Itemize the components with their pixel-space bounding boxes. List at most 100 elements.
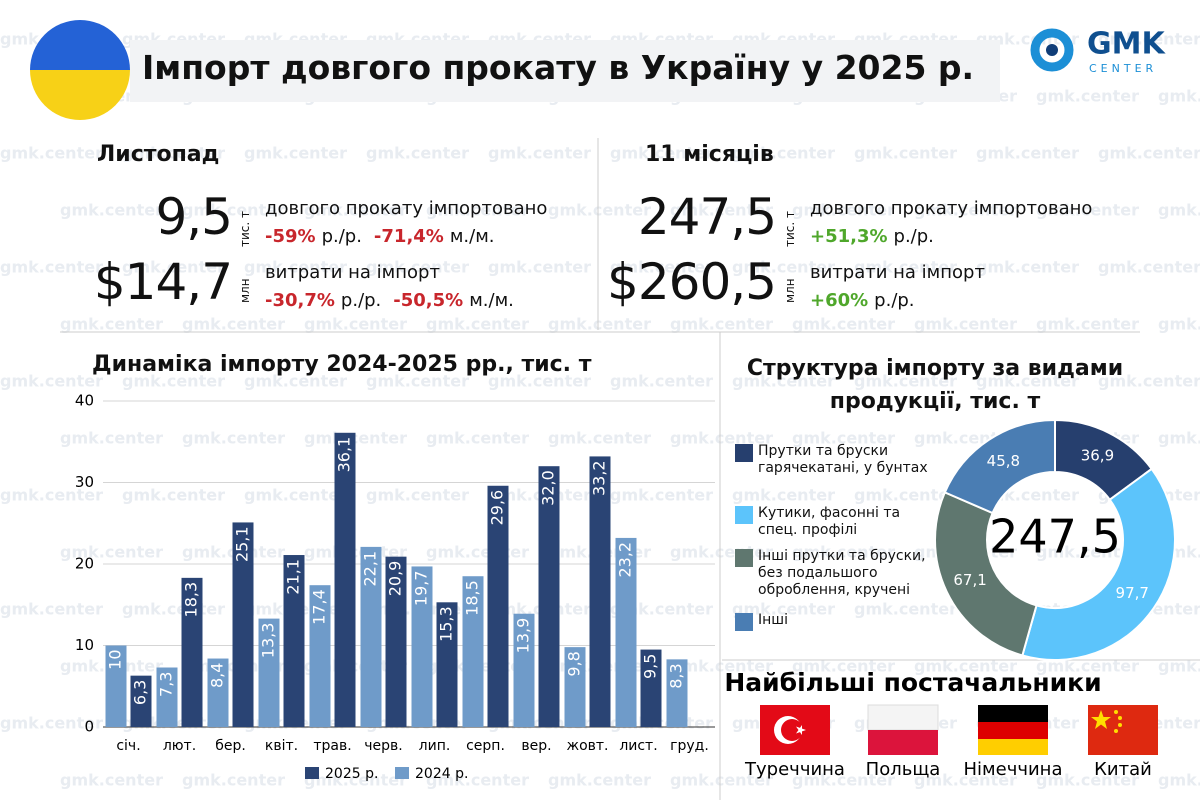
watermark: gmk.center bbox=[914, 657, 1017, 676]
bar bbox=[538, 466, 560, 727]
title-band bbox=[130, 40, 1000, 102]
value-label: 8,3 bbox=[667, 663, 686, 688]
watermark: gmk.center bbox=[610, 486, 713, 505]
change-line: +60% р./р. bbox=[810, 290, 915, 311]
page-title: Імпорт довгого прокату в Україну у 2025 … bbox=[142, 48, 975, 87]
value-label: 21,1 bbox=[284, 559, 303, 595]
watermark: gmk.center bbox=[548, 771, 651, 790]
watermark: gmk.center bbox=[0, 714, 103, 733]
change-value: -59% bbox=[265, 226, 316, 247]
watermark: gmk.center bbox=[792, 543, 895, 562]
watermark: gmk.center bbox=[610, 372, 713, 391]
watermark: gmk.center bbox=[1098, 372, 1200, 391]
bar bbox=[513, 613, 535, 727]
value-label: 97,7 bbox=[1116, 584, 1149, 602]
watermark: gmk.center bbox=[244, 258, 347, 277]
change-label: р./р. bbox=[340, 290, 382, 311]
flag-germany bbox=[978, 705, 1048, 755]
watermark: gmk.center bbox=[244, 144, 347, 163]
big-number: 9,5 bbox=[155, 188, 233, 246]
suppliers-title: Найбільші постачальники bbox=[724, 668, 1101, 697]
flag-poland bbox=[867, 704, 939, 755]
bar bbox=[666, 659, 688, 727]
legend-label: 2024 р. bbox=[415, 766, 468, 782]
watermark: gmk.center bbox=[854, 258, 957, 277]
watermark: gmk.center bbox=[792, 429, 895, 448]
stat-text: витрати на імпорт bbox=[810, 262, 985, 283]
value-label: 25,1 bbox=[233, 526, 252, 562]
watermark: gmk.center bbox=[670, 771, 773, 790]
bar bbox=[105, 645, 127, 727]
bar bbox=[564, 647, 586, 727]
watermark: gmk.center bbox=[670, 657, 773, 676]
watermark: gmk.center bbox=[610, 144, 713, 163]
watermark: gmk.center bbox=[122, 258, 225, 277]
bar bbox=[232, 522, 254, 727]
watermark: gmk.center bbox=[122, 372, 225, 391]
value-label: 33,2 bbox=[590, 460, 609, 496]
watermark: gmk.center bbox=[304, 201, 407, 220]
legend-label: Інші bbox=[758, 612, 788, 628]
watermark: gmk.center bbox=[914, 201, 1017, 220]
value-label: 36,1 bbox=[335, 437, 354, 473]
unit: тис. т bbox=[783, 210, 797, 247]
change-label: м./м. bbox=[469, 290, 514, 311]
watermark: gmk.center bbox=[488, 258, 591, 277]
x-tick-label: серп. bbox=[466, 738, 505, 754]
watermark: gmk.center bbox=[548, 429, 651, 448]
bar bbox=[436, 602, 458, 727]
donut-slice bbox=[934, 491, 1038, 657]
value-label: 17,4 bbox=[310, 589, 329, 625]
watermark: gmk.center bbox=[1036, 315, 1139, 334]
watermark: gmk.center bbox=[426, 771, 529, 790]
legend-label: Кутики, фасонні та спец. профілі bbox=[758, 505, 901, 538]
value-label: 19,7 bbox=[412, 570, 431, 606]
value-label: 10 bbox=[106, 650, 125, 670]
legend-label: Прутки та бруски гарячекатані, у бунтах bbox=[758, 443, 928, 476]
watermark: gmk.center bbox=[0, 144, 103, 163]
x-tick-label: лист. bbox=[619, 738, 657, 754]
bar bbox=[360, 546, 382, 727]
unit: млн bbox=[783, 278, 797, 303]
watermark: gmk.center bbox=[548, 201, 651, 220]
watermark: gmk.center bbox=[60, 429, 163, 448]
unit: тис. т bbox=[238, 210, 252, 247]
change-value: +51,3% bbox=[810, 226, 888, 247]
y-tick-label: 10 bbox=[75, 636, 94, 654]
watermark: gmk.center bbox=[976, 372, 1079, 391]
watermark: gmk.center bbox=[60, 771, 163, 790]
watermark: gmk.center bbox=[1158, 429, 1200, 448]
value-label: 6,3 bbox=[131, 680, 150, 705]
legend-swatch bbox=[395, 767, 409, 779]
watermark: gmk.center bbox=[670, 315, 773, 334]
watermark: gmk.center bbox=[792, 657, 895, 676]
watermark: gmk.center bbox=[366, 372, 469, 391]
bar bbox=[334, 432, 356, 727]
watermark: gmk.center bbox=[792, 315, 895, 334]
chart-title: Структура імпорту за видами продукції, т… bbox=[746, 356, 1124, 414]
change-value: -71,4% bbox=[373, 226, 444, 247]
watermark: gmk.center bbox=[1036, 87, 1139, 106]
value-label: 15,3 bbox=[437, 606, 456, 642]
value-label: 23,2 bbox=[616, 542, 635, 578]
value-label: 18,5 bbox=[463, 580, 482, 616]
change-line: -30,7% р./р. -50,5% м./м. bbox=[265, 290, 514, 311]
watermark: gmk.center bbox=[914, 315, 1017, 334]
bar bbox=[640, 649, 662, 727]
x-tick-label: бер. bbox=[215, 738, 246, 754]
watermark: gmk.center bbox=[244, 372, 347, 391]
watermark: gmk.center bbox=[1036, 543, 1139, 562]
legend-label: Інші прутки та бруски, без подальшого об… bbox=[758, 548, 926, 598]
x-tick-label: лип. bbox=[419, 738, 451, 754]
value-label: 9,5 bbox=[641, 654, 660, 679]
block-title: 11 місяців bbox=[645, 142, 774, 167]
watermark: gmk.center bbox=[1036, 201, 1139, 220]
bar bbox=[156, 667, 178, 727]
center-label: 247,5 bbox=[989, 510, 1121, 564]
watermark: gmk.center bbox=[854, 486, 957, 505]
logo-icon bbox=[1030, 28, 1074, 72]
legend-swatch bbox=[735, 444, 753, 462]
watermark: gmk.center bbox=[304, 429, 407, 448]
x-tick-label: вер. bbox=[521, 738, 551, 754]
bar bbox=[487, 485, 509, 727]
